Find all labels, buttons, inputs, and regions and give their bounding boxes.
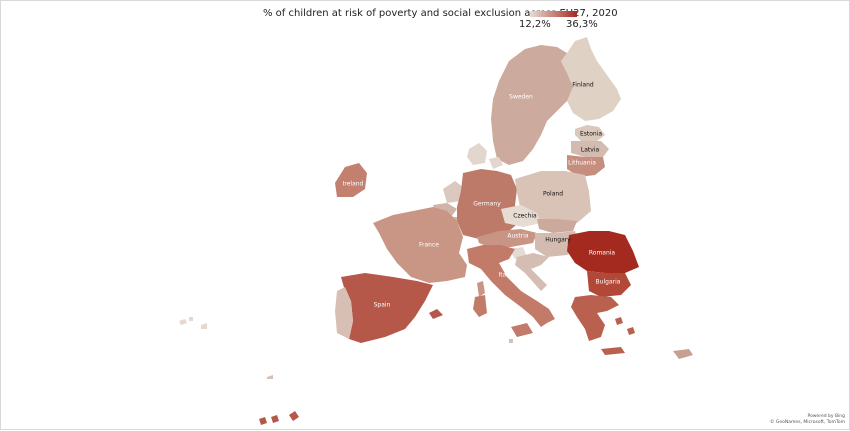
- region-estonia[interactable]: [575, 125, 605, 141]
- region-finland[interactable]: [561, 37, 621, 121]
- map-attribution: Powered by Bing © GeoNames, Microsoft, T…: [770, 414, 845, 426]
- region-greece-crete[interactable]: [601, 347, 625, 355]
- region-spain[interactable]: [341, 273, 433, 343]
- region-latvia[interactable]: [571, 141, 609, 157]
- legend-gradient-bar: [530, 11, 577, 17]
- outlying-islands-azores: [179, 317, 207, 329]
- legend-min-label: 12,2%: [519, 19, 551, 30]
- label-latvia: Latvia: [581, 147, 600, 154]
- label-poland: Poland: [543, 191, 563, 198]
- label-bulgaria: Bulgaria: [596, 279, 621, 286]
- label-france: France: [419, 242, 439, 249]
- label-czechia: Czechia: [513, 213, 537, 220]
- region-malta[interactable]: [509, 339, 513, 343]
- region-croatia[interactable]: [515, 253, 549, 291]
- outlying-islands-madeira: [267, 375, 273, 379]
- region-cyprus[interactable]: [673, 349, 693, 359]
- region-spain-islands[interactable]: [429, 309, 443, 319]
- region-netherlands[interactable]: [443, 181, 463, 203]
- region-greece[interactable]: [571, 295, 619, 341]
- region-slovakia[interactable]: [537, 219, 577, 233]
- region-italy[interactable]: [467, 245, 555, 327]
- region-france-corsica[interactable]: [477, 281, 485, 297]
- region-italy-sicily[interactable]: [511, 323, 533, 337]
- country-labels: Finland Sweden Estonia Latvia Lithuania …: [343, 82, 621, 309]
- region-ireland[interactable]: [335, 163, 367, 197]
- region-portugal[interactable]: [335, 287, 353, 339]
- region-austria[interactable]: [477, 229, 537, 247]
- region-czechia[interactable]: [501, 205, 541, 227]
- label-estonia: Estonia: [580, 131, 602, 138]
- label-sweden: Sweden: [509, 94, 533, 101]
- map-title: % of children at risk of poverty and soc…: [263, 8, 618, 19]
- legend-max-label: 36,3%: [566, 19, 598, 30]
- region-italy-sardinia[interactable]: [473, 295, 487, 317]
- label-finland: Finland: [572, 82, 594, 89]
- label-germany: Germany: [473, 201, 501, 208]
- region-greece-islands[interactable]: [615, 317, 635, 335]
- region-sweden[interactable]: [491, 45, 573, 165]
- label-ireland: Ireland: [343, 181, 364, 188]
- label-italy: Italy: [498, 272, 511, 279]
- region-france[interactable]: [373, 207, 467, 283]
- region-romania[interactable]: [567, 231, 639, 273]
- region-bulgaria[interactable]: [587, 271, 631, 297]
- region-denmark-islands[interactable]: [489, 157, 503, 169]
- region-lithuania[interactable]: [567, 155, 605, 177]
- region-denmark[interactable]: [467, 143, 487, 165]
- label-hungary: Hungary: [545, 237, 571, 244]
- outlying-islands-canaries: [259, 411, 299, 425]
- attribution-credits: © GeoNames, Microsoft, TomTom: [769, 420, 845, 425]
- label-spain: Spain: [374, 302, 391, 309]
- label-lithuania: Lithuania: [568, 160, 596, 167]
- label-austria: Austria: [507, 233, 529, 240]
- attribution-powered-by: Powered by Bing: [807, 414, 845, 419]
- label-romania: Romania: [589, 250, 616, 257]
